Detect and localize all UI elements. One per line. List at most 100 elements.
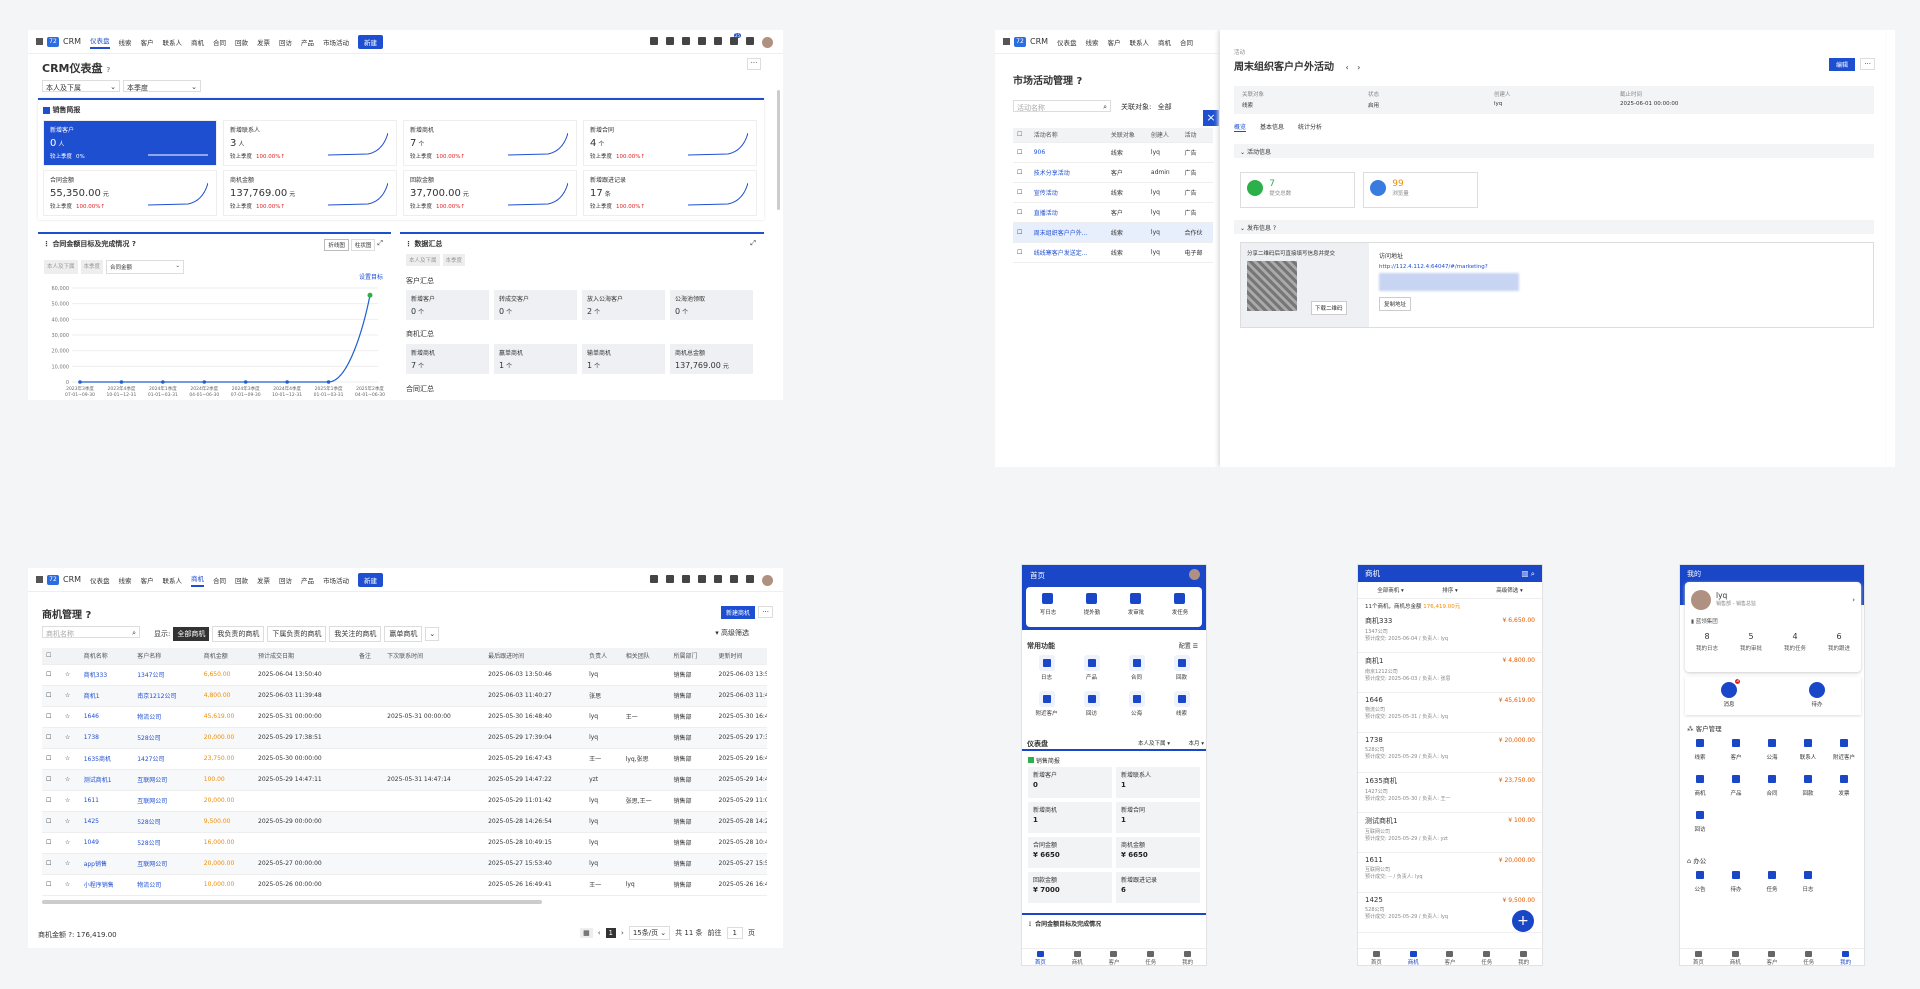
quick-action[interactable]: 发任务 xyxy=(1172,587,1188,627)
next-page[interactable]: › xyxy=(621,929,624,937)
row-checkbox[interactable]: ☐ xyxy=(42,769,61,791)
brief-tile[interactable]: 新增合同 1 xyxy=(1116,802,1200,833)
nav-item[interactable]: 联系人 xyxy=(162,576,183,585)
nav-item[interactable]: 合同 xyxy=(213,38,227,47)
quick-action[interactable]: 提外勤 xyxy=(1084,587,1100,627)
menu-item[interactable]: 附近客户 xyxy=(1826,735,1862,761)
opp-link[interactable]: 1738 xyxy=(79,727,134,749)
row-checkbox[interactable]: ☐ xyxy=(1013,182,1030,203)
customer-link[interactable]: 南京1212公司 xyxy=(133,685,200,707)
assoc-filter[interactable]: 关联对象: 全部 xyxy=(1121,103,1172,111)
avatar[interactable] xyxy=(1189,569,1200,580)
quick-action[interactable]: 发审批 xyxy=(1128,587,1144,627)
filter-sub[interactable]: 下属负责的商机 xyxy=(267,626,327,642)
avatar[interactable] xyxy=(762,575,773,586)
column-header[interactable]: 商机金额 xyxy=(199,648,254,665)
opp-item[interactable]: 1425 528公司 预计成交: 2025-05-29 / 负责人: lyq ¥ 9,… xyxy=(1358,893,1542,933)
nav-item[interactable]: 回访 xyxy=(279,38,293,47)
nav-item[interactable]: 线索 xyxy=(118,38,132,47)
tab-item[interactable]: 客户 xyxy=(1108,949,1120,965)
kpi-card[interactable]: 新增客户 0 人较上季度 0% xyxy=(43,120,217,166)
row-checkbox[interactable]: ☐ xyxy=(42,727,61,749)
star-icon[interactable]: ☆ xyxy=(60,664,80,686)
more-button[interactable]: ··· xyxy=(758,606,773,618)
filter-mine[interactable]: 我负责的商机 xyxy=(212,626,265,642)
opp-link[interactable]: 商机333 xyxy=(79,664,134,686)
brief-tile[interactable]: 新增跟进记录 6 xyxy=(1116,872,1200,903)
tab-item[interactable]: 我的 xyxy=(1518,949,1529,965)
opp-item[interactable]: 商机1 南京1212公司 预计成交: 2025-06-03 / 负责人: 张思 ¥ 4… xyxy=(1358,653,1542,693)
nav-item[interactable]: 线索 xyxy=(1085,38,1099,47)
column-header[interactable]: 创建人 xyxy=(1146,128,1181,143)
menu-item[interactable]: 公海 xyxy=(1754,735,1790,761)
chart-icon[interactable]: ▥ xyxy=(1521,568,1529,578)
profile-stat[interactable]: 8 我的日志 xyxy=(1696,632,1718,652)
mail-icon[interactable] xyxy=(714,575,722,583)
row-checkbox[interactable]: ☐ xyxy=(42,832,61,854)
new-opp-button[interactable]: 新建商机 xyxy=(720,606,755,619)
search-icon[interactable]: ⌕ xyxy=(132,629,136,637)
column-header[interactable]: 所属部门 xyxy=(669,648,715,665)
data-point[interactable] xyxy=(326,380,331,384)
row-checkbox[interactable]: ☐ xyxy=(1013,202,1030,223)
table-row[interactable]: ☐ ☆ 1049 528公司 16,000.00 2025-05-28 10:49:15 l… xyxy=(42,832,767,854)
table-row[interactable]: ☐ 906 线索 lyq 广告 xyxy=(1013,142,1213,163)
table-row[interactable]: ☐ ☆ 1646 物流公司 45,619.00 2025-05-31 00:00:00 20… xyxy=(42,706,767,728)
scope-select[interactable]: 本人及下属 ⌄ xyxy=(42,80,120,92)
customer-link[interactable]: 528公司 xyxy=(133,727,200,749)
nav-item[interactable]: 仪表盘 xyxy=(90,576,110,585)
activity-link[interactable]: 线线寒客户发送定... xyxy=(1029,242,1107,263)
opp-search[interactable]: 商机名称 ⌕ xyxy=(42,626,140,638)
tab-item[interactable]: 首页 xyxy=(1371,949,1382,965)
kpi-card[interactable]: 回款金额 37,700.00 元较上季度 100.00%↑ xyxy=(403,170,577,216)
table-row[interactable]: ☐ 周末组织客户户外... 线索 lyq 合作伙 xyxy=(1013,222,1213,243)
row-checkbox[interactable]: ☐ xyxy=(42,874,61,896)
calendar-icon[interactable] xyxy=(650,575,658,583)
filter-more[interactable]: ⌄ xyxy=(425,627,440,641)
nav-item[interactable]: 发票 xyxy=(257,576,271,585)
star-icon[interactable]: ☆ xyxy=(60,811,80,833)
common-item[interactable]: 线索 xyxy=(1159,691,1204,717)
customer-link[interactable]: 1427公司 xyxy=(133,748,200,770)
opp-link[interactable]: 1611 xyxy=(79,790,134,812)
star-icon[interactable]: ☆ xyxy=(60,832,80,854)
gear-icon[interactable] xyxy=(746,37,754,45)
nav-item[interactable]: 产品 xyxy=(301,576,315,585)
data-point[interactable] xyxy=(243,380,248,384)
nav-item[interactable]: 产品 xyxy=(301,38,315,47)
nav-item[interactable]: 商机 xyxy=(191,38,205,47)
table-row[interactable]: ☐ ☆ 1611 互联网公司 20,000.00 2025-05-29 11:01:42 l… xyxy=(42,790,767,812)
brief-tile[interactable]: 新增联系人 1 xyxy=(1116,767,1200,798)
app-brand[interactable]: 72 CRM xyxy=(36,36,81,47)
set-goal-link[interactable]: 设置目标 xyxy=(358,274,383,281)
table-row[interactable]: ☐ ☆ 1738 528公司 20,000.00 2025-05-29 17:38:51 2… xyxy=(42,727,767,749)
menu-item[interactable]: 发票 xyxy=(1826,771,1862,797)
common-item[interactable]: 回款 xyxy=(1159,655,1204,681)
grid-icon[interactable] xyxy=(36,576,43,583)
column-header[interactable]: 备注 xyxy=(354,648,384,665)
profile-stat[interactable]: 6 我的跟进 xyxy=(1828,632,1850,652)
more-button[interactable]: ··· xyxy=(747,58,761,70)
period-select[interactable]: 本月 ▾ xyxy=(1188,741,1204,747)
nav-item[interactable]: 回款 xyxy=(235,576,249,585)
app-brand[interactable]: 72 CRM xyxy=(36,574,81,585)
profile-stat[interactable]: 5 我的审批 xyxy=(1740,632,1762,652)
edit-button[interactable]: 编辑 xyxy=(1828,58,1855,71)
grid-icon[interactable] xyxy=(1003,38,1010,45)
nav-item[interactable]: 市场活动 xyxy=(323,38,350,47)
phone-icon[interactable] xyxy=(698,37,706,45)
table-row[interactable]: ☐ 宣传活动 线索 lyq 广告 xyxy=(1013,182,1213,203)
brief-tile[interactable]: 回款金额 ¥ 7000 xyxy=(1028,872,1112,903)
table-row[interactable]: ☐ ☆ app销售 互联网公司 20,000.00 2025-05-27 00:00:00… xyxy=(42,853,767,875)
customer-link[interactable]: 528公司 xyxy=(133,832,200,854)
current-page[interactable]: 1 xyxy=(605,928,616,938)
visit-url[interactable]: http://112.4.112.4:64047/#/marketing? xyxy=(1379,264,1488,270)
data-point[interactable] xyxy=(78,380,82,384)
activity-link[interactable]: 周末组织客户户外... xyxy=(1029,222,1107,243)
opp-item[interactable]: 1635商机 1427公司 预计成交: 2025-05-30 / 负责人: 王一 ¥ … xyxy=(1358,773,1542,813)
data-point[interactable] xyxy=(285,380,289,384)
customer-link[interactable]: 528公司 xyxy=(133,811,200,833)
tab-item[interactable]: 客户 xyxy=(1444,949,1456,965)
star-icon[interactable]: ☆ xyxy=(60,706,80,728)
tab-overview[interactable]: 概览 xyxy=(1234,124,1247,132)
